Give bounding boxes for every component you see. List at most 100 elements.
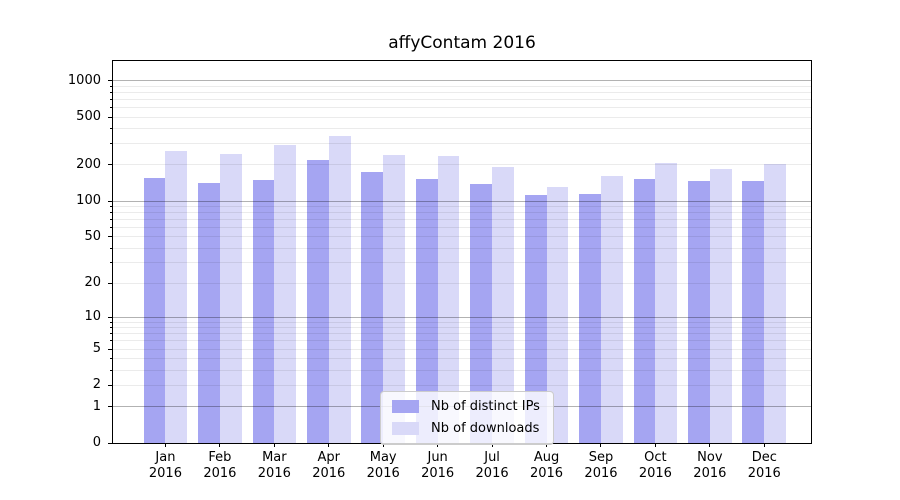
x-tick-label-mar: Mar 2016 — [257, 450, 291, 481]
y-minortick-800 — [110, 91, 113, 93]
gridline-minor-200 — [113, 164, 811, 166]
y-tick-label-100: 100 — [76, 193, 101, 209]
gridline-minor-300 — [113, 143, 811, 145]
x-tick-label-aug: Aug 2016 — [529, 450, 564, 481]
x-tick-label-jul: Jul 2016 — [475, 450, 509, 481]
bar-downloads-oct — [655, 163, 678, 443]
bar-downloads-nov — [709, 168, 732, 443]
y-tick-label-20: 20 — [84, 275, 101, 291]
x-tick-feb — [219, 443, 221, 447]
legend-swatch-distinct-ips — [392, 400, 419, 413]
bar-downloads-jul — [492, 166, 514, 443]
bar-downloads-sep — [600, 176, 623, 443]
x-tick-label-jun: Jun 2016 — [421, 450, 455, 481]
y-minortick-30 — [110, 262, 113, 264]
y-minortick-6 — [110, 340, 113, 342]
x-tick-jan — [164, 443, 166, 447]
y-minortick-3 — [110, 369, 113, 371]
gridline-minor-900 — [113, 85, 811, 87]
grid-layer — [113, 61, 811, 443]
legend-label-downloads: Nb of downloads — [431, 421, 540, 436]
chart-title: affyContam 2016 — [388, 33, 536, 53]
y-minortick-4 — [110, 358, 113, 360]
x-tick-aug — [546, 443, 548, 447]
x-tick-mar — [273, 443, 275, 447]
gridline-minor-6 — [113, 340, 811, 342]
x-tick-may — [382, 443, 384, 447]
gridline-minor-600 — [113, 107, 811, 109]
x-tick-label-jan: Jan 2016 — [148, 450, 182, 481]
y-minortick-5 — [110, 348, 113, 350]
x-tick-nov — [709, 443, 711, 447]
gridline-major-100 — [113, 200, 811, 202]
bar-downloads-feb — [219, 154, 242, 443]
bar-ips-dec — [742, 180, 765, 443]
bar-downloads-aug — [546, 187, 569, 443]
gridline-minor-5 — [113, 348, 811, 350]
gridline-minor-800 — [113, 91, 811, 93]
y-minortick-2 — [110, 384, 113, 386]
gridline-major-10 — [113, 316, 811, 318]
gridline-minor-80 — [113, 212, 811, 214]
bar-ips-jun — [415, 179, 438, 443]
gridline-minor-90 — [113, 206, 811, 207]
x-tick-oct — [654, 443, 656, 447]
x-tick-label-sep: Sep 2016 — [584, 450, 618, 481]
gridline-minor-70 — [113, 219, 811, 221]
x-tick-label-apr: Apr 2016 — [312, 450, 346, 481]
y-tick-label-200: 200 — [76, 156, 101, 172]
y-minortick-40 — [110, 247, 113, 249]
gridline-major-1000 — [113, 80, 811, 82]
y-minortick-90 — [110, 206, 113, 207]
gridline-minor-50 — [113, 236, 811, 238]
bar-ips-sep — [579, 194, 601, 443]
y-minortick-600 — [110, 107, 113, 109]
y-tick-1000 — [108, 80, 112, 82]
gridline-minor-700 — [113, 98, 811, 100]
y-minortick-500 — [110, 116, 113, 118]
x-tick-label-may: May 2016 — [366, 450, 400, 481]
gridline-minor-500 — [113, 116, 811, 118]
bar-downloads-jun — [437, 155, 460, 443]
y-tick-label-2: 2 — [92, 377, 101, 393]
bar-ips-feb — [198, 182, 220, 443]
bar-ips-jan — [143, 177, 166, 443]
y-minortick-200 — [110, 164, 113, 166]
x-tick-label-dec: Dec 2016 — [747, 450, 781, 481]
legend: Nb of distinct IPs Nb of downloads — [380, 391, 554, 445]
y-tick-label-1: 1 — [92, 398, 101, 414]
y-minortick-400 — [110, 128, 113, 130]
gridline-minor-7 — [113, 333, 811, 335]
legend-label-distinct-ips: Nb of distinct IPs — [431, 399, 540, 414]
y-tick-label-10: 10 — [84, 309, 101, 325]
x-tick-label-feb: Feb 2016 — [203, 450, 237, 481]
bar-downloads-may — [383, 155, 405, 443]
bar-downloads-dec — [764, 164, 787, 443]
x-tick-dec — [763, 443, 765, 447]
x-tick-sep — [600, 443, 602, 447]
y-minortick-50 — [110, 236, 113, 238]
y-tick-100 — [108, 200, 112, 202]
legend-item-downloads: Nb of downloads — [392, 421, 540, 436]
x-tick-jul — [491, 443, 493, 447]
y-minortick-70 — [110, 219, 113, 221]
y-minortick-7 — [110, 333, 113, 335]
gridline-minor-9 — [113, 321, 811, 323]
bar-ips-aug — [524, 195, 547, 443]
y-minortick-20 — [110, 282, 113, 284]
y-minortick-900 — [110, 85, 113, 87]
gridline-minor-400 — [113, 128, 811, 130]
x-tick-label-nov: Nov 2016 — [693, 450, 727, 481]
legend-swatch-downloads — [392, 422, 419, 435]
y-minortick-8 — [110, 327, 113, 329]
y-tick-label-1000: 1000 — [67, 72, 101, 88]
y-tick-1 — [108, 406, 112, 408]
bar-ips-may — [361, 171, 384, 443]
y-minortick-9 — [110, 321, 113, 323]
gridline-minor-3 — [113, 369, 811, 371]
bar-downloads-apr — [328, 136, 351, 443]
y-minortick-300 — [110, 143, 113, 145]
legend-item-distinct-ips: Nb of distinct IPs — [392, 399, 540, 414]
gridline-minor-20 — [113, 282, 811, 284]
